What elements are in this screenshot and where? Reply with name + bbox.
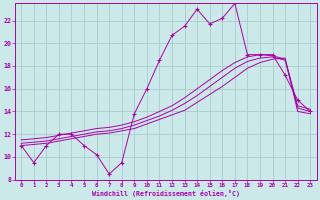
- X-axis label: Windchill (Refroidissement éolien,°C): Windchill (Refroidissement éolien,°C): [92, 190, 240, 197]
